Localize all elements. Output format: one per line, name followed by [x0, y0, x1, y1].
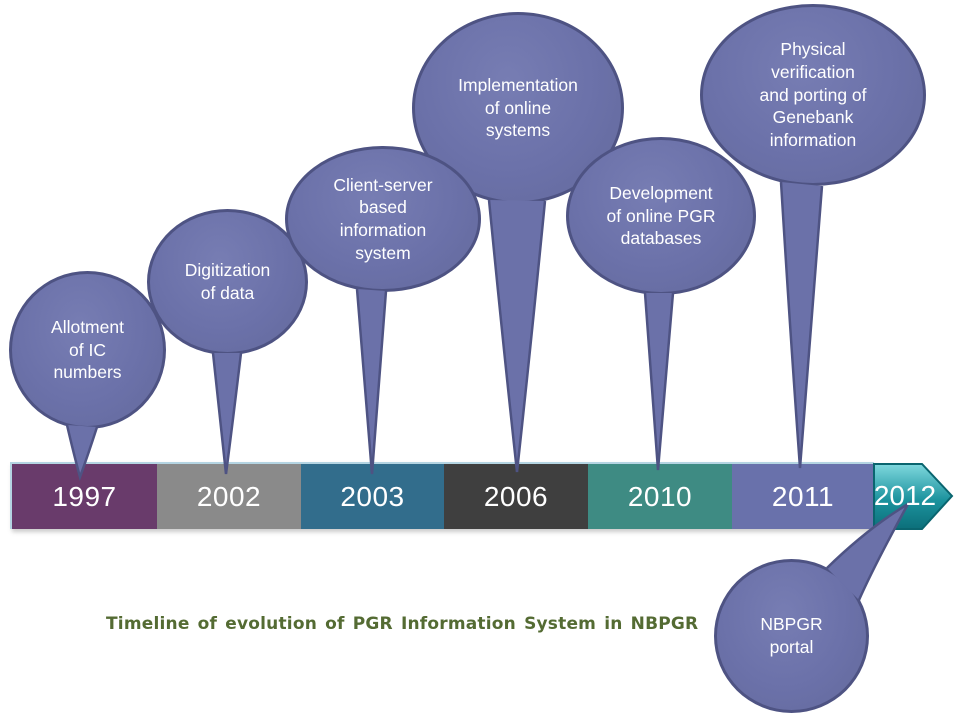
timeline-segment-2003: 2003: [301, 464, 444, 529]
balloon-text-nbpgr-portal: NBPGR portal: [760, 614, 823, 657]
timeline-segment-2002: 2002: [157, 464, 301, 529]
year-label-2012: 2012: [873, 479, 937, 511]
balloon-client-server-system: Client-server based information system: [285, 146, 481, 292]
balloon-digitization-of-data: Digitization of data: [147, 209, 308, 355]
balloon-text-development-pgr-databases: Development of online PGR databases: [606, 182, 716, 249]
year-label-2006: 2006: [483, 480, 549, 512]
balloon-text-physical-verification: Physical verification and porting of Gen…: [759, 39, 867, 151]
balloon-tail-2006: [487, 199, 547, 473]
balloon-text-digitization-of-data: Digitization of data: [184, 260, 271, 303]
balloon-physical-verification: Physical verification and porting of Gen…: [700, 4, 926, 186]
year-label-2002: 2002: [196, 480, 262, 512]
balloon-nbpgr-portal: NBPGR portal: [714, 559, 869, 713]
balloon-tail-2003: [355, 288, 388, 475]
balloon-tail-2010: [643, 292, 675, 471]
year-label-1997: 1997: [52, 480, 117, 512]
balloon-tail-2002: [211, 352, 243, 475]
timeline-segment-2006: 2006: [444, 464, 588, 529]
balloon-text-allotment-ic-numbers: Allotment of IC numbers: [51, 316, 124, 383]
timeline-segment-2010: 2010: [588, 464, 732, 529]
year-label-2010: 2010: [627, 480, 693, 512]
year-label-2003: 2003: [340, 480, 405, 512]
slide-caption: Timeline of evolution of PGR Information…: [106, 614, 699, 634]
timeline-segment-2011: 2011: [732, 464, 874, 529]
balloon-development-pgr-databases: Development of online PGR databases: [566, 137, 756, 295]
timeline-bar: 1997 2002 2003 2006 2010 2011: [10, 462, 874, 529]
balloon-tail-2011: [779, 181, 824, 469]
timeline-segment-1997: 1997: [12, 464, 157, 529]
balloon-text-implementation-online-systems: Implementation of online systems: [458, 74, 578, 141]
year-label-2011: 2011: [771, 480, 835, 512]
balloon-text-client-server-system: Client-server based information system: [333, 174, 433, 263]
balloon-allotment-ic-numbers: Allotment of IC numbers: [9, 271, 166, 429]
